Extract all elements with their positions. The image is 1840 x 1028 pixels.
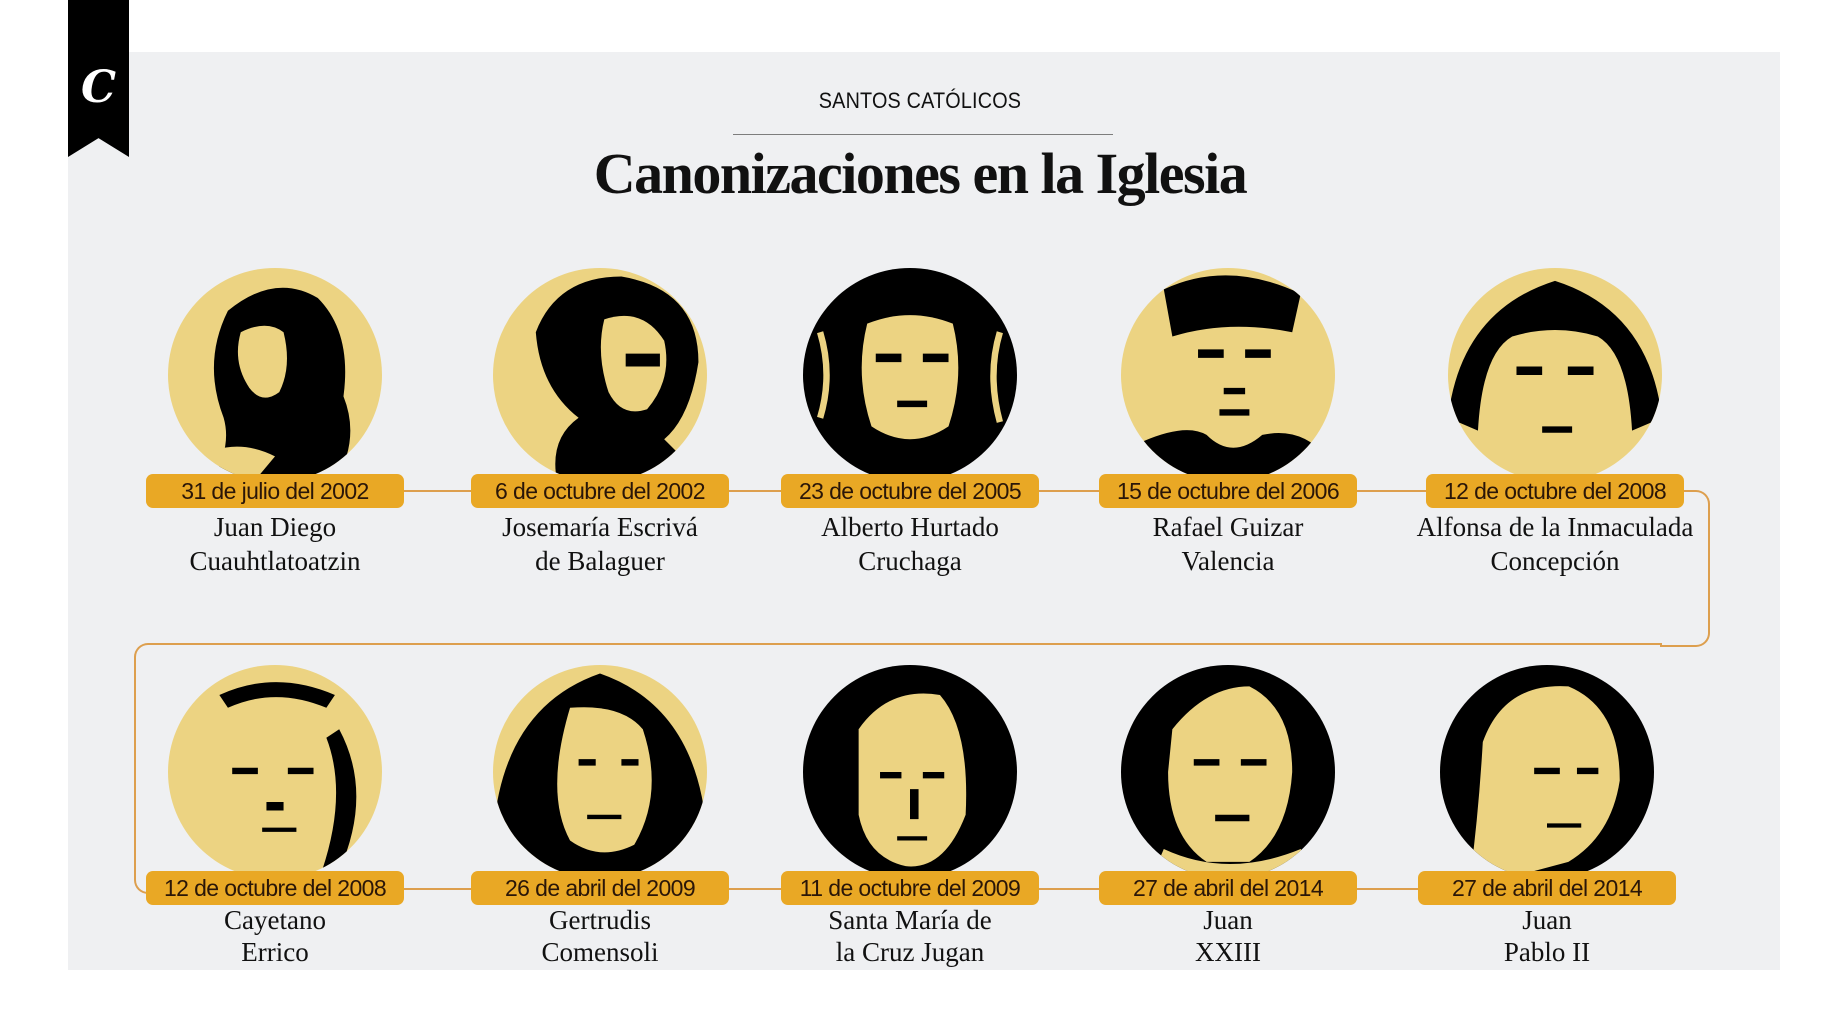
page-title: Canonizaciones en la Iglesia	[593, 141, 1248, 206]
date-badge: 6 de octubre del 2002	[471, 474, 729, 508]
header-divider	[733, 134, 1113, 135]
timeline-line-middle	[174, 643, 1662, 645]
date-badge: 15 de octubre del 2006	[1099, 474, 1357, 508]
date-badge: 12 de octubre del 2008	[1426, 474, 1684, 508]
saint-name-line2: la Cruz Jugan	[835, 937, 985, 967]
saint-name-line1: Alberto Hurtado	[821, 512, 999, 542]
portrait-juan-diego	[168, 268, 382, 482]
saint-name-line1: Gertrudis	[549, 905, 651, 935]
portrait-alfonsa	[1448, 268, 1662, 482]
saint-name-line2: Valencia	[1181, 546, 1275, 576]
portrait-juan-xxiii	[1121, 665, 1335, 879]
saint-name-line1: Cayetano	[224, 905, 326, 935]
saint-name-line2: Cruchaga	[858, 546, 962, 576]
saint-name-line2: de Balaguer	[535, 546, 665, 576]
saint-name-line1: Alfonsa de la Inmaculada	[1416, 512, 1694, 542]
brand-ribbon: C	[68, 0, 129, 157]
date-badge: 31 de julio del 2002	[146, 474, 404, 508]
saint-name-line2: Pablo II	[1503, 937, 1591, 967]
date-badge: 26 de abril del 2009	[471, 871, 729, 905]
brand-logo-icon: C	[80, 62, 117, 113]
portrait-rafael-guizar	[1121, 268, 1335, 482]
saint-name-line1: Josemaría Escrivá	[502, 512, 698, 542]
saint-name-line1: Juan	[1203, 905, 1253, 935]
date-badge: 27 de abril del 2014	[1418, 871, 1676, 905]
date-badge: 23 de octubre del 2005	[781, 474, 1039, 508]
kicker: SANTOS CATÓLICOS	[818, 88, 1022, 113]
saint-name-line1: Juan	[1522, 905, 1572, 935]
saint-name-line1: Rafael Guizar	[1152, 512, 1304, 542]
timeline-turn-right	[1660, 490, 1710, 647]
saint-name-line2: Cuauhtlatoatzin	[189, 546, 361, 576]
saint-name-line2: Concepción	[1490, 546, 1620, 576]
date-badge: 27 de abril del 2014	[1099, 871, 1357, 905]
saint-name-line1: Juan Diego	[213, 512, 337, 542]
portrait-santa-maria-jugan	[803, 665, 1017, 879]
saint-name-line2: XXIII	[1195, 937, 1261, 967]
portrait-josemaria-escriva	[493, 268, 707, 482]
portrait-gertrudis-comensoli	[493, 665, 707, 879]
portrait-alberto-hurtado	[803, 268, 1017, 482]
saint-name-line2: Comensoli	[541, 937, 659, 967]
portrait-cayetano-errico	[168, 665, 382, 879]
portrait-juan-pablo-ii	[1440, 665, 1654, 879]
date-badge: 11 de octubre del 2009	[781, 871, 1039, 905]
saint-name-line1: Santa María de	[828, 905, 992, 935]
saint-name-line2: Errico	[241, 937, 309, 967]
date-badge: 12 de octubre del 2008	[146, 871, 404, 905]
